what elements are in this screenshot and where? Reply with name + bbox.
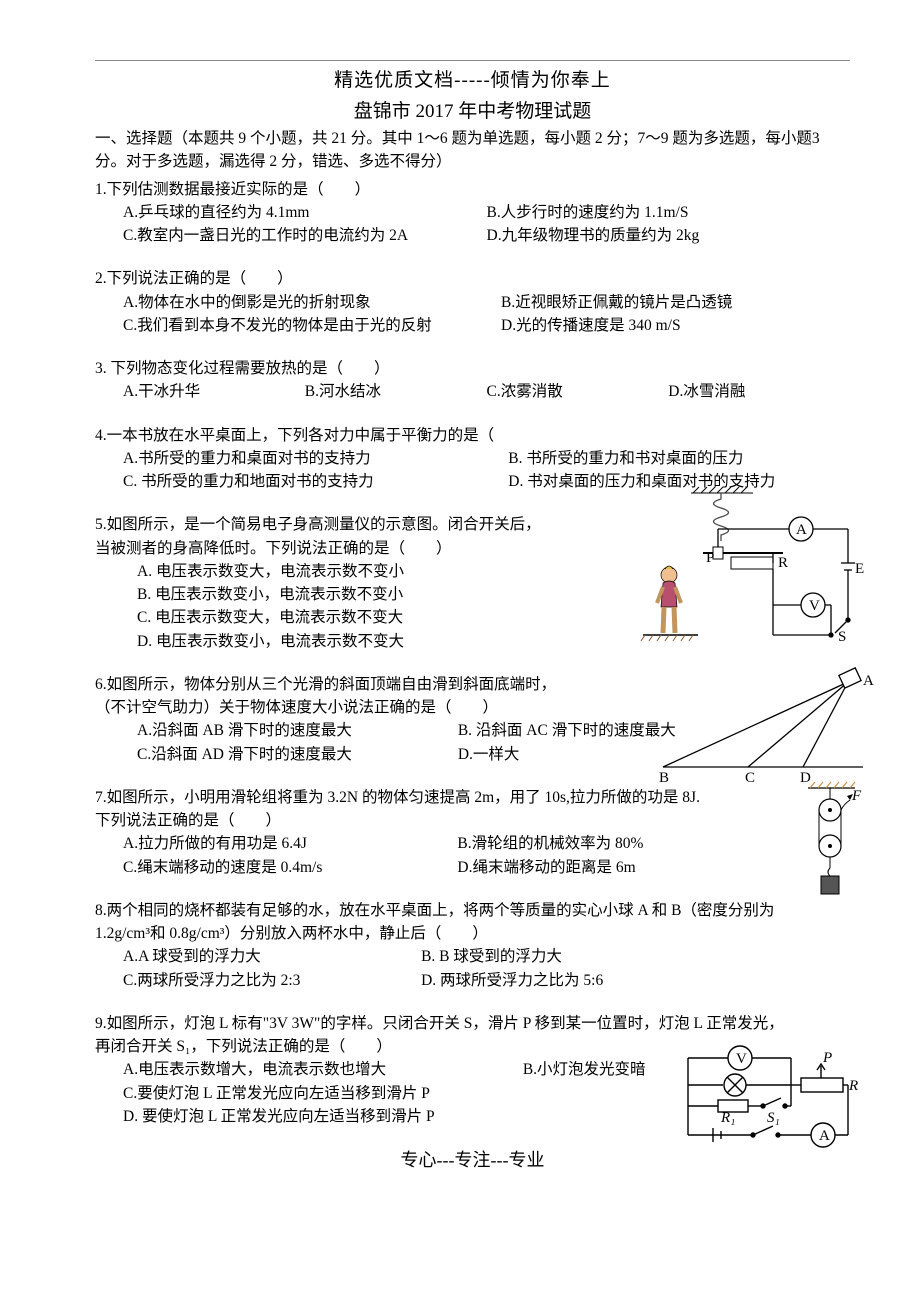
question-1: 1.下列估测数据最接近实际的是（ ） A.乒乓球的直径约为 4.1mm B.人步… — [95, 178, 850, 248]
q7-stem1: 7.如图所示，小明用滑轮组将重为 3.2N 的物体匀速提高 2m，用了 10s,… — [95, 786, 850, 809]
q4-stem: 4.一本书放在水平桌面上，下列各对力中属于平衡力的是（ — [95, 424, 850, 447]
q3-opt-a: A.干冰升华 — [123, 380, 305, 403]
document-title: 盘锦市 2017 年中考物理试题 — [95, 96, 850, 123]
q6-opt-c: C.沿斜面 AD 滑下时的速度最大 — [137, 743, 458, 766]
q9-stem1: 9.如图所示，灯泡 L 标有"3V 3W"的字样。只闭合开关 S，滑片 P 移到… — [95, 1012, 850, 1035]
q6-opt-a: A.沿斜面 AB 滑下时的速度最大 — [137, 719, 458, 742]
q2-opt-d: D.光的传播速度是 340 m/S — [501, 314, 850, 337]
q1-stem: 1.下列估测数据最接近实际的是（ ） — [95, 178, 850, 201]
q5-figure: P R — [623, 485, 868, 645]
svg-text:P: P — [822, 1050, 832, 1066]
question-5: 5.如图所示，是一个简易电子身高测量仪的示意图。闭合开关后， 当被测者的身高降低… — [95, 513, 850, 653]
svg-text:S: S — [838, 629, 846, 645]
q2-stem: 2.下列说法正确的是（ ） — [95, 267, 850, 290]
question-7: 7.如图所示，小明用滑轮组将重为 3.2N 的物体匀速提高 2m，用了 10s,… — [95, 786, 850, 879]
svg-text:A: A — [863, 673, 874, 689]
q6-figure: A B C D — [653, 667, 878, 787]
q8-opt-a: A.A 球受到的浮力大 — [123, 945, 421, 968]
q3-stem: 3. 下列物态变化过程需要放热的是（ ） — [95, 357, 850, 380]
svg-text:B: B — [659, 770, 669, 786]
q7-opt-c: C.绳末端移动的速度是 0.4m/s — [123, 856, 457, 879]
q8-opt-d: D. 两球所受浮力之比为 5:6 — [421, 969, 850, 992]
q8-opt-b: B. B 球受到的浮力大 — [421, 945, 850, 968]
header-mark: 精选优质文档-----倾情为你奉上 — [95, 65, 850, 92]
q3-opt-c: C.浓雾消散 — [487, 380, 669, 403]
body: 一、选择题（本题共 9 个小题，共 21 分。其中 1～6 题为单选题，每小题 … — [95, 127, 850, 1128]
svg-text:A: A — [819, 1128, 830, 1144]
q8-opt-c: C.两球所受浮力之比为 2:3 — [123, 969, 421, 992]
svg-text:P: P — [706, 550, 714, 566]
q7-opt-a: A.拉力所做的有用功是 6.4J — [123, 832, 457, 855]
q7-stem2: 下列说法正确的是（ ） — [95, 809, 850, 832]
svg-text:R₁: R₁ — [720, 1110, 735, 1126]
svg-text:V: V — [809, 598, 820, 614]
top-rule — [95, 60, 850, 61]
q1-opt-b: B.人步行时的速度约为 1.1m/S — [487, 201, 851, 224]
q4-opt-a: A.书所受的重力和桌面对书的支持力 — [123, 447, 508, 470]
q7-opt-b: B.滑轮组的机械效率为 80% — [457, 832, 850, 855]
svg-text:R: R — [848, 1078, 858, 1094]
question-9: 9.如图所示，灯泡 L 标有"3V 3W"的字样。只闭合开关 S，滑片 P 移到… — [95, 1012, 850, 1128]
q8-stem1: 8.两个相同的烧杯都装有足够的水，放在水平桌面上，将两个等质量的实心小球 A 和… — [95, 899, 850, 922]
q1-opt-c: C.教室内一盏日光的工作时的电流约为 2A — [123, 224, 487, 247]
q8-stem2: 1.2g/cm³和 0.8g/cm³）分别放入两杯水中，静止后（ ） — [95, 922, 850, 945]
question-8: 8.两个相同的烧杯都装有足够的水，放在水平桌面上，将两个等质量的实心小球 A 和… — [95, 899, 850, 992]
q4-opt-c: C. 书所受的重力和地面对书的支持力 — [123, 470, 508, 493]
q9-opt-a: A.电压表示数增大，电流表示数也增大 — [123, 1058, 523, 1081]
q9-figure: V A P R R₁ S₁ — [673, 1040, 868, 1150]
q2-opt-a: A.物体在水中的倒影是光的折射现象 — [123, 291, 501, 314]
q2-opt-b: B.近视眼矫正佩戴的镜片是凸透镜 — [501, 291, 850, 314]
svg-text:S₁: S₁ — [767, 1110, 780, 1126]
question-4: 4.一本书放在水平桌面上，下列各对力中属于平衡力的是（ A.书所受的重力和桌面对… — [95, 424, 850, 494]
q1-opt-d: D.九年级物理书的质量约为 2kg — [487, 224, 851, 247]
q4-opt-b: B. 书所受的重力和书对桌面的压力 — [508, 447, 850, 470]
page: 精选优质文档-----倾情为你奉上 盘锦市 2017 年中考物理试题 一、选择题… — [0, 0, 920, 1202]
svg-text:R: R — [778, 555, 788, 571]
svg-text:A: A — [796, 522, 807, 538]
q3-opt-b: B.河水结冰 — [305, 380, 487, 403]
q7-figure: F — [800, 780, 870, 905]
question-2: 2.下列说法正确的是（ ） A.物体在水中的倒影是光的折射现象 B.近视眼矫正佩… — [95, 267, 850, 337]
question-3: 3. 下列物态变化过程需要放热的是（ ） A.干冰升华 B.河水结冰 C.浓雾消… — [95, 357, 850, 404]
q2-opt-c: C.我们看到本身不发光的物体是由于光的反射 — [123, 314, 501, 337]
section-instructions: 一、选择题（本题共 9 个小题，共 21 分。其中 1～6 题为单选题，每小题 … — [95, 127, 850, 174]
footer: 专心---专注---专业 — [95, 1146, 850, 1172]
q1-opt-a: A.乒乓球的直径约为 4.1mm — [123, 201, 487, 224]
svg-text:C: C — [745, 770, 755, 786]
svg-text:V: V — [736, 1051, 747, 1067]
q3-opt-d: D.冰雪消融 — [668, 380, 850, 403]
question-6: 6.如图所示，物体分别从三个光滑的斜面顶端自由滑到斜面底端时， （不计空气助力）… — [95, 673, 850, 766]
svg-text:E: E — [855, 561, 864, 577]
q7-opt-d: D.绳末端移动的距离是 6m — [457, 856, 850, 879]
svg-text:F: F — [851, 788, 862, 804]
